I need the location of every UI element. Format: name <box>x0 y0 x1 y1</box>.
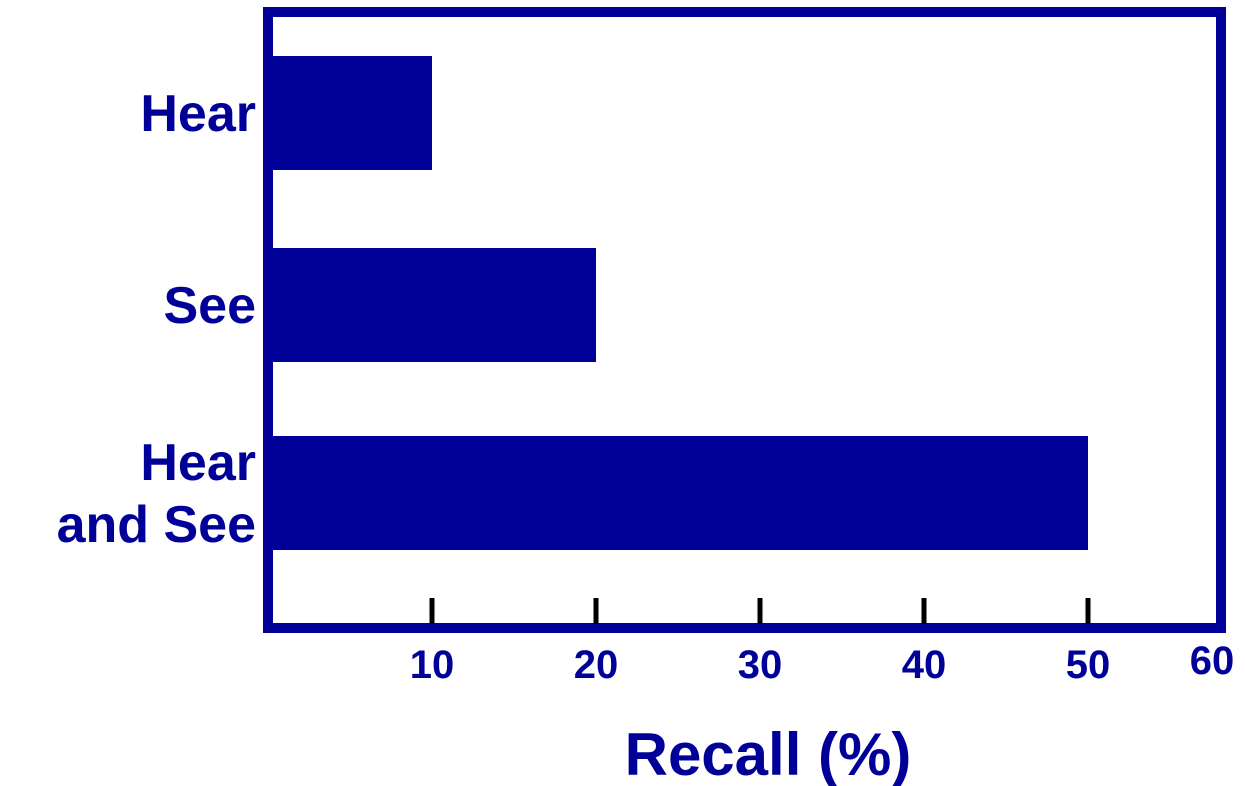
x-tick-label-40: 40 <box>902 643 947 687</box>
category-label-line: Hear <box>140 85 256 143</box>
bar-2 <box>270 248 596 362</box>
category-label-3: Hear and See <box>57 434 256 554</box>
x-tick-label-20: 20 <box>574 643 619 687</box>
x-axis-title: Recall (%) <box>625 721 912 786</box>
bar-3 <box>270 436 1088 550</box>
category-label-line: See <box>163 277 256 335</box>
x-tick-label-60: 60 <box>1190 639 1235 683</box>
x-tick-label-50: 50 <box>1066 643 1111 687</box>
bar-1 <box>270 56 432 170</box>
category-label-2: See <box>163 277 256 335</box>
plot-frame <box>263 7 1226 633</box>
x-tick-label-10: 10 <box>410 643 455 687</box>
category-label-line: and See <box>57 496 256 554</box>
bars-group <box>270 56 1088 550</box>
category-label-1: Hear <box>140 85 256 143</box>
category-label-line: Hear <box>140 434 256 492</box>
x-ticks-group <box>429 598 1091 624</box>
x-tick-labels-group: 10 20 30 40 50 60 <box>410 639 1235 687</box>
x-tick-label-30: 30 <box>738 643 783 687</box>
